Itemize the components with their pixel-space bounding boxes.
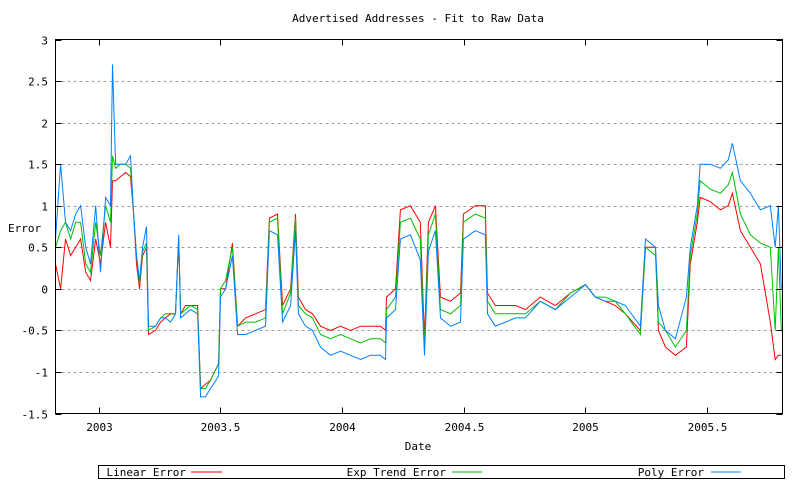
legend-label-exp: Exp Trend Error xyxy=(347,466,447,479)
series-line-exp-trend-error xyxy=(55,155,782,390)
y-axis-label: Error xyxy=(8,222,41,235)
plot-frame xyxy=(55,39,783,414)
series-line-poly-error xyxy=(55,64,782,398)
legend-label-linear: Linear Error xyxy=(107,466,187,479)
series-line-linear-error xyxy=(55,171,782,390)
y-tick-label: -1.5 xyxy=(22,409,49,422)
x-tick-label: 2003 xyxy=(86,421,113,434)
y-tick-label: 3 xyxy=(41,35,48,48)
y-tick-label: 0 xyxy=(41,284,48,297)
x-tick-label: 2005.5 xyxy=(688,421,728,434)
y-tick-label: 2.5 xyxy=(28,76,48,89)
grid xyxy=(55,81,783,373)
legend: Linear Error Exp Trend Error Poly Error xyxy=(98,465,785,479)
x-tick-label: 2004.5 xyxy=(445,421,485,434)
chart-title: Advertised Addresses - Fit to Raw Data xyxy=(292,12,544,25)
y-tick-label: 0.5 xyxy=(28,242,48,255)
x-tick-label: 2004 xyxy=(329,421,356,434)
x-axis-label: Date xyxy=(405,440,432,453)
y-tick-label: 1 xyxy=(41,201,48,214)
y-tick-label: -1 xyxy=(35,367,48,380)
x-tick-label: 2005 xyxy=(572,421,599,434)
y-tick-label: 2 xyxy=(41,118,48,131)
series-lines xyxy=(55,64,782,398)
legend-label-poly: Poly Error xyxy=(638,466,705,479)
y-tick-label: 1.5 xyxy=(28,159,48,172)
legend-box xyxy=(98,465,785,479)
y-tick-label: -0.5 xyxy=(22,325,49,338)
axis-ticks: -1.5 -1 -0.5 0 0.5 1 1.5 2 2.5 3 2003 2003.5 2004 200… xyxy=(22,35,783,434)
x-tick-label: 2003.5 xyxy=(201,421,241,434)
